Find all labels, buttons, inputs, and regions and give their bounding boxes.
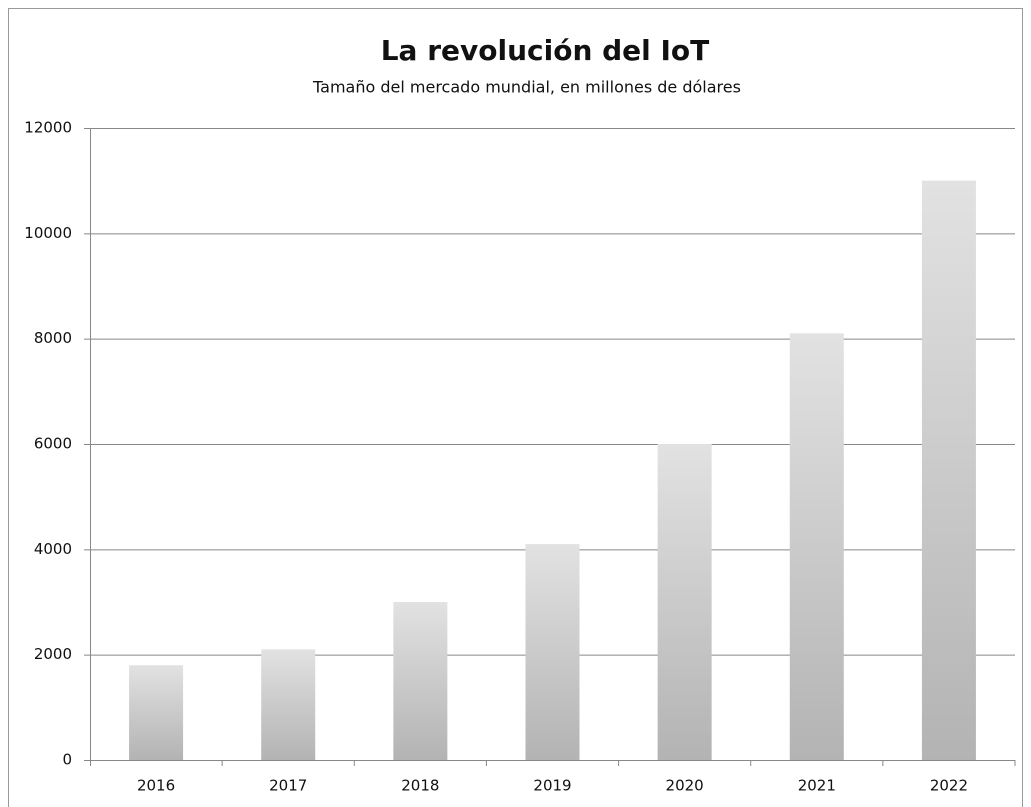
x-tick-label: 2016 xyxy=(137,777,175,795)
bar xyxy=(921,180,976,760)
bar xyxy=(789,333,844,760)
y-tick-label: 4000 xyxy=(34,540,72,558)
chart-frame xyxy=(8,8,1023,807)
bar xyxy=(525,544,580,760)
y-tick-label: 0 xyxy=(62,751,72,769)
bar xyxy=(393,602,448,760)
y-tick-label: 6000 xyxy=(34,435,72,453)
y-tick-label: 8000 xyxy=(34,329,72,347)
x-tick-label: 2019 xyxy=(533,777,571,795)
bar xyxy=(657,444,712,760)
y-tick-label: 2000 xyxy=(34,645,72,663)
x-tick-label: 2017 xyxy=(269,777,307,795)
x-tick-label: 2018 xyxy=(401,777,439,795)
bar xyxy=(261,649,316,760)
chart-subtitle: Tamaño del mercado mundial, en millones … xyxy=(312,78,741,97)
x-tick-label: 2020 xyxy=(666,777,704,795)
x-tick-label: 2022 xyxy=(930,777,968,795)
y-tick-label: 10000 xyxy=(24,224,72,242)
bar xyxy=(129,665,184,760)
chart-title: La revolución del IoT xyxy=(381,34,710,67)
y-tick-label: 12000 xyxy=(24,119,72,137)
x-tick-label: 2021 xyxy=(798,777,836,795)
